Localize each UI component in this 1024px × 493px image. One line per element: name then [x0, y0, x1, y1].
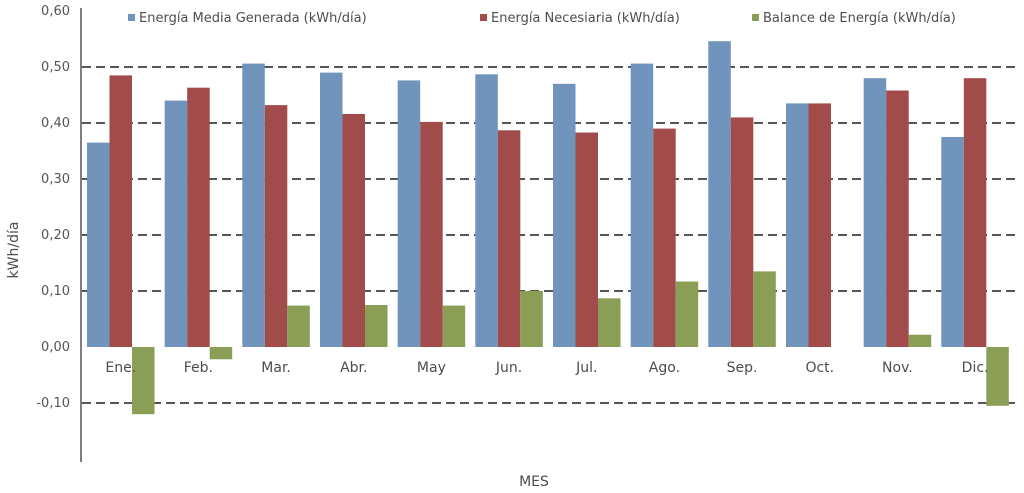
- bar-1-2: [164, 100, 188, 347]
- bar-1-5: [397, 80, 421, 348]
- bar-2-9: [730, 117, 754, 348]
- y-tick-label: 0,50: [41, 60, 70, 75]
- category-label: Ene.: [105, 360, 136, 376]
- bar-2-12: [963, 78, 987, 347]
- legend-label: Energía Necesiaria (kWh/día): [491, 11, 680, 26]
- bar-2-8: [653, 128, 676, 347]
- y-tick-label: 0,60: [41, 4, 70, 19]
- legend-label: Balance de Energía (kWh/día): [763, 11, 956, 26]
- bar-1-10: [786, 103, 809, 348]
- category-label: Ago.: [649, 360, 680, 376]
- y-tick-label: 0,20: [41, 228, 70, 243]
- bar-3-9: [753, 271, 776, 347]
- bar-1-11: [863, 78, 887, 347]
- category-label: Dic.: [962, 360, 989, 376]
- bar-2-10: [808, 103, 831, 348]
- category-label: Jul.: [575, 360, 597, 376]
- y-tick-label: 0,10: [41, 284, 70, 299]
- y-tick-labels: -0,10 0,00 0,10 0,20 0,30 0,40 0,50 0,60: [36, 4, 70, 411]
- bar-3-1: [132, 347, 155, 415]
- category-label: Abr.: [340, 360, 367, 376]
- x-axis-title: MES: [519, 474, 549, 490]
- bar-3-5: [442, 305, 466, 347]
- bar-2-7: [575, 132, 598, 347]
- bar-2-5: [420, 121, 443, 348]
- legend-label: Energía Media Generada (kWh/día): [139, 11, 367, 26]
- bar-2-6: [497, 130, 521, 347]
- bar-1-3: [242, 63, 265, 347]
- category-label: May: [417, 360, 446, 376]
- bar-3-3: [287, 305, 310, 347]
- category-labels: Ene. Feb. Mar. Abr. May Jun. Jul. Ago. Sep. Oct. N…: [105, 360, 988, 376]
- category-label: Oct.: [805, 360, 834, 376]
- bar-2-1: [109, 75, 132, 348]
- bar-2-11: [886, 90, 909, 347]
- category-label: Sep.: [727, 360, 758, 376]
- bar-1-12: [941, 137, 964, 347]
- y-tick-label: 0,00: [41, 340, 70, 355]
- legend-swatch: [752, 14, 759, 21]
- bar-1-7: [553, 83, 576, 348]
- bar-1-8: [630, 63, 654, 347]
- bar-2-4: [342, 114, 365, 347]
- gridlines: [82, 66, 1020, 404]
- category-label: Jun.: [495, 360, 522, 376]
- legend-swatch: [128, 14, 135, 21]
- legend-swatch: [480, 14, 487, 21]
- bars: [87, 41, 1009, 415]
- y-tick-label: -0,10: [36, 396, 70, 411]
- bar-1-1: [87, 142, 110, 347]
- bar-3-8: [675, 281, 699, 347]
- y-tick-label: 0,30: [41, 172, 70, 187]
- bar-1-9: [708, 41, 731, 347]
- category-label: Nov.: [882, 360, 913, 376]
- bar-3-11: [908, 334, 932, 347]
- bar-3-2: [209, 347, 233, 360]
- bar-3-12: [986, 347, 1009, 406]
- bar-3-4: [365, 305, 388, 347]
- bar-2-3: [264, 105, 288, 347]
- bar-1-6: [475, 74, 498, 348]
- bar-3-7: [598, 298, 621, 347]
- bar-2-2: [187, 87, 210, 347]
- category-label: Mar.: [261, 360, 291, 376]
- y-tick-label: 0,40: [41, 116, 70, 131]
- category-label: Feb.: [184, 360, 213, 376]
- legend: Energía Media Generada (kWh/día) Energía …: [128, 11, 956, 26]
- bar-3-6: [520, 291, 543, 347]
- bar-1-4: [320, 72, 343, 347]
- y-axis-title: kWh/día: [6, 222, 22, 279]
